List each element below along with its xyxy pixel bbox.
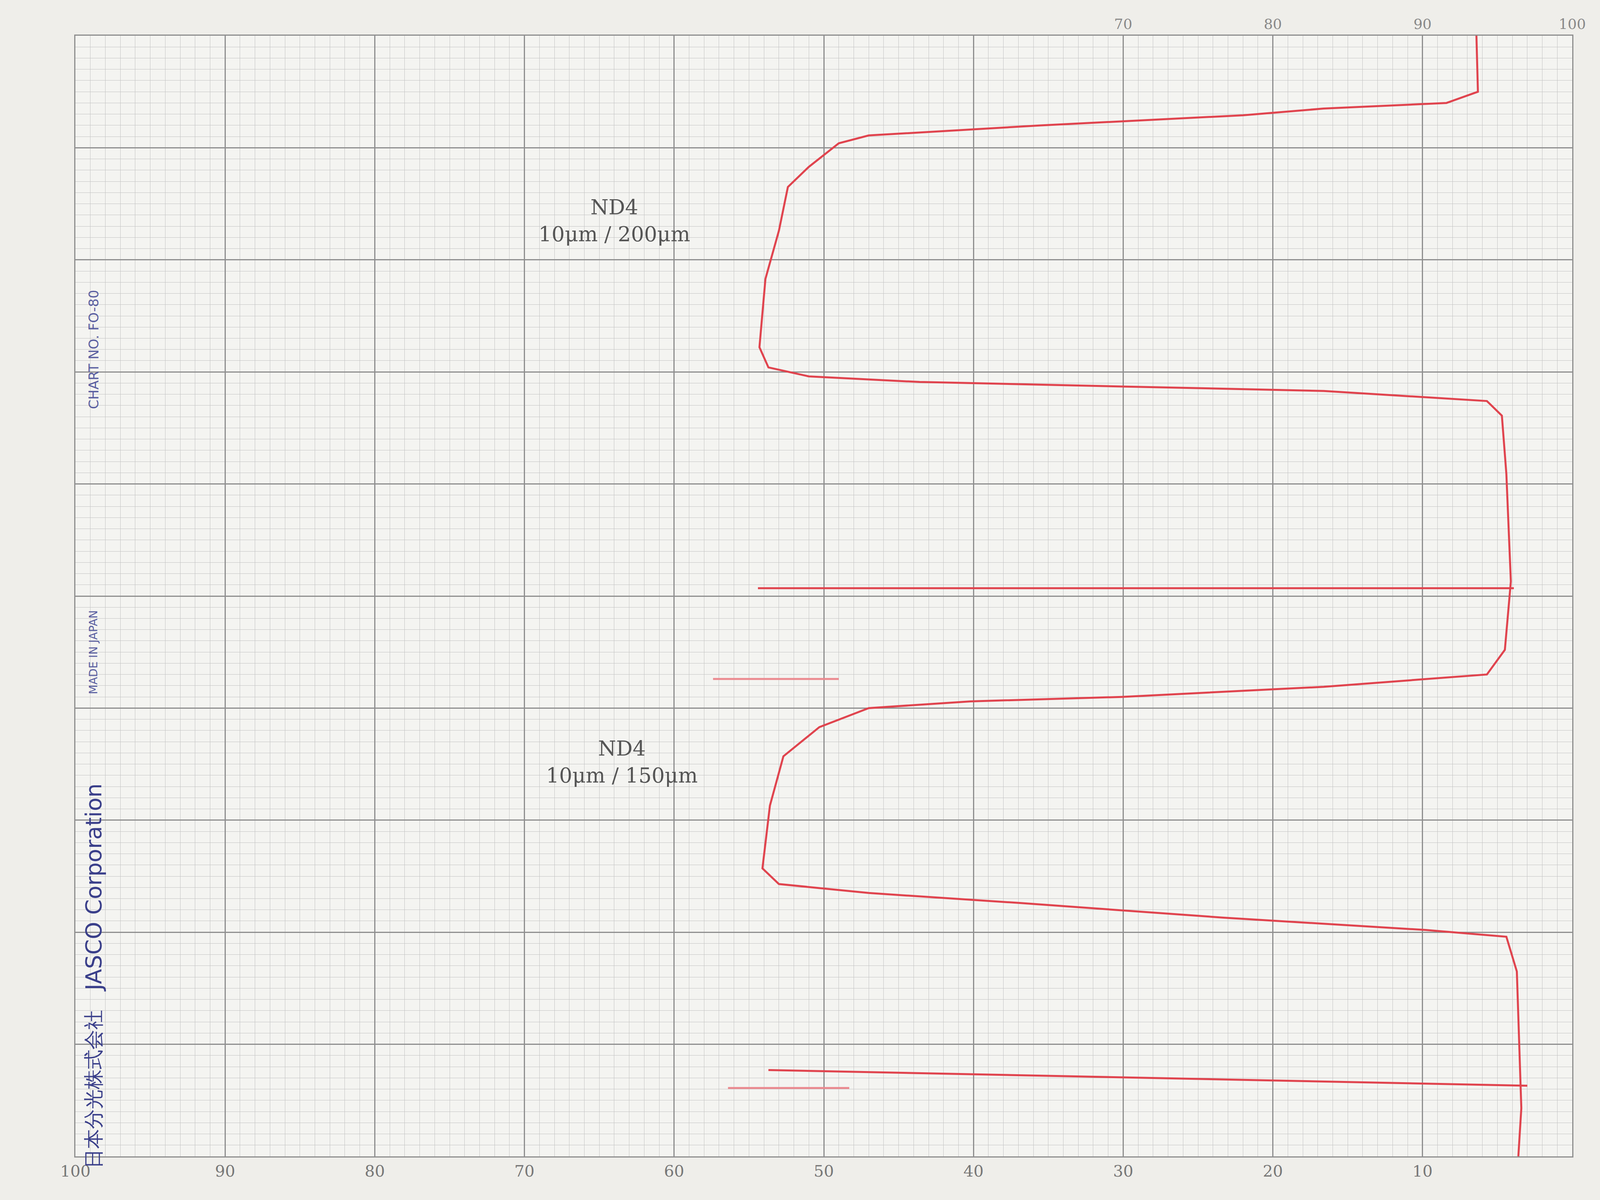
svg-text:ND410μm / 200μm: ND410μm / 200μm xyxy=(538,195,691,247)
svg-text:ND410μm / 150μm: ND410μm / 150μm xyxy=(546,736,698,788)
svg-text:100: 100 xyxy=(60,1161,91,1181)
svg-text:90: 90 xyxy=(215,1161,236,1181)
svg-text:90: 90 xyxy=(1413,15,1432,33)
svg-text:30: 30 xyxy=(1113,1161,1134,1181)
svg-text:50: 50 xyxy=(813,1161,835,1181)
svg-text:60: 60 xyxy=(663,1161,685,1181)
svg-text:20: 20 xyxy=(1262,1161,1283,1181)
svg-text:70: 70 xyxy=(1113,15,1133,33)
svg-text:JASCO Corporation: JASCO Corporation xyxy=(80,783,107,992)
svg-text:40: 40 xyxy=(963,1161,984,1181)
svg-text:日本分光株式会社: 日本分光株式会社 xyxy=(82,1009,106,1169)
svg-text:CHART NO. FO-80: CHART NO. FO-80 xyxy=(85,289,102,410)
svg-text:100: 100 xyxy=(1558,15,1587,33)
svg-text:80: 80 xyxy=(1263,15,1283,33)
svg-text:10: 10 xyxy=(1412,1161,1433,1181)
svg-text:80: 80 xyxy=(364,1161,385,1181)
svg-text:MADE IN JAPAN: MADE IN JAPAN xyxy=(86,610,100,695)
svg-text:70: 70 xyxy=(514,1161,535,1181)
